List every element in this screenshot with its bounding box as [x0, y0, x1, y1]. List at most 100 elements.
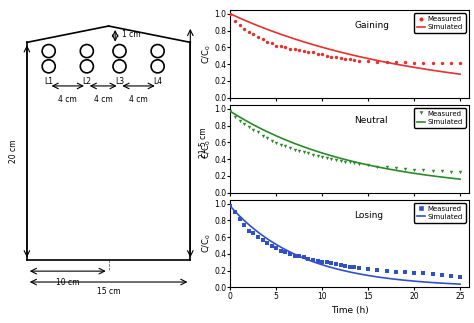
Point — [332, 157, 340, 162]
Point — [337, 158, 345, 163]
Point — [264, 39, 271, 44]
Point — [286, 251, 294, 256]
Point — [254, 130, 262, 135]
Point — [383, 268, 391, 273]
Point — [277, 248, 285, 253]
Legend: Measured, Simulated: Measured, Simulated — [414, 203, 466, 223]
Point — [291, 253, 299, 258]
Point — [240, 121, 248, 127]
Point — [456, 274, 464, 279]
Point — [309, 257, 317, 262]
Y-axis label: C/C$_0$: C/C$_0$ — [200, 139, 213, 159]
Legend: Measured, Simulated: Measured, Simulated — [414, 108, 466, 128]
Point — [273, 245, 280, 251]
Point — [351, 57, 358, 63]
Point — [314, 153, 321, 158]
Point — [438, 272, 446, 277]
Point — [254, 35, 262, 40]
Y-axis label: C/C$_0$: C/C$_0$ — [200, 44, 213, 64]
Text: L4: L4 — [153, 77, 162, 86]
Point — [351, 265, 358, 270]
Point — [337, 56, 345, 61]
Point — [374, 164, 381, 169]
Point — [249, 127, 257, 132]
Text: 4 cm: 4 cm — [58, 95, 77, 104]
Point — [319, 154, 326, 159]
Point — [374, 59, 381, 64]
Point — [291, 147, 299, 152]
Point — [383, 165, 391, 170]
Text: Losing: Losing — [355, 211, 384, 220]
Text: L1: L1 — [44, 77, 53, 86]
Point — [268, 41, 275, 46]
Point — [410, 271, 418, 276]
Point — [392, 60, 400, 65]
Point — [328, 156, 335, 162]
Point — [456, 169, 464, 174]
Point — [332, 261, 340, 266]
Text: 4 cm: 4 cm — [94, 95, 112, 104]
Point — [249, 231, 257, 236]
Point — [365, 58, 372, 63]
Point — [273, 43, 280, 48]
Point — [259, 133, 266, 138]
Point — [438, 168, 446, 173]
Point — [236, 216, 243, 221]
Point — [231, 18, 239, 23]
Point — [341, 263, 349, 268]
Point — [245, 228, 253, 233]
Point — [227, 204, 234, 209]
Point — [346, 160, 354, 165]
Point — [319, 259, 326, 264]
Text: Gaining: Gaining — [355, 21, 390, 30]
Point — [323, 260, 331, 265]
Point — [268, 243, 275, 248]
Point — [305, 49, 312, 54]
Point — [337, 262, 345, 267]
Point — [282, 45, 289, 50]
Text: 20 cm: 20 cm — [9, 140, 18, 163]
Point — [401, 270, 409, 275]
Point — [401, 167, 409, 172]
Point — [314, 51, 321, 57]
Point — [236, 119, 243, 124]
X-axis label: Time (h): Time (h) — [331, 306, 369, 315]
Point — [240, 222, 248, 227]
Point — [295, 148, 303, 153]
Point — [428, 61, 436, 66]
Point — [254, 234, 262, 240]
Point — [323, 156, 331, 161]
Point — [282, 250, 289, 255]
Text: 1 cm: 1 cm — [122, 30, 140, 39]
Point — [231, 115, 239, 120]
Point — [268, 138, 275, 143]
Point — [259, 36, 266, 42]
Text: 10 cm: 10 cm — [56, 278, 80, 287]
Point — [438, 61, 446, 66]
Point — [319, 51, 326, 57]
Point — [240, 26, 248, 32]
Point — [392, 269, 400, 274]
Point — [355, 266, 363, 271]
Point — [282, 144, 289, 149]
Point — [365, 162, 372, 168]
Point — [286, 47, 294, 52]
Point — [419, 271, 427, 276]
Point — [410, 167, 418, 172]
Point — [245, 125, 253, 130]
Point — [392, 166, 400, 171]
Point — [300, 150, 308, 155]
Point — [264, 241, 271, 246]
Point — [231, 210, 239, 215]
Point — [300, 255, 308, 260]
Point — [332, 55, 340, 60]
Point — [227, 109, 234, 114]
Point — [355, 162, 363, 167]
Point — [428, 168, 436, 173]
Point — [291, 47, 299, 52]
Point — [328, 261, 335, 266]
Point — [259, 237, 266, 242]
Legend: Measured, Simulated: Measured, Simulated — [414, 13, 466, 33]
Point — [419, 61, 427, 66]
Point — [447, 169, 455, 174]
